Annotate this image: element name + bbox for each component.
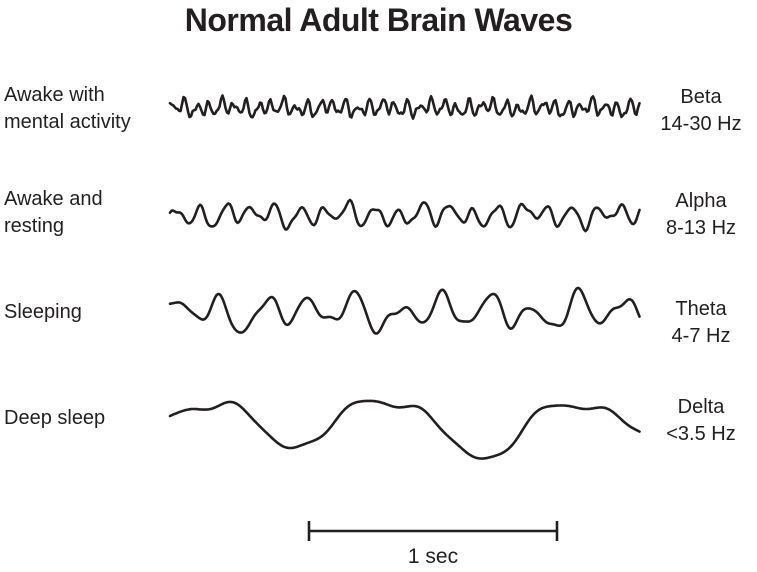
band-range-delta: <3.5 Hz [666,423,736,445]
diagram-title: Normal Adult Brain Waves [184,2,573,38]
band-label-beta: Beta 14-30 Hz [648,84,754,138]
state-label-awake-mental-activity: Awake with mental activity [4,84,131,133]
beta-wave-trace [168,94,641,120]
state-label-deep-sleep: Deep sleep [4,407,106,429]
state-label-sleeping: Sleeping [4,301,82,323]
band-range-theta: 4-7 Hz [671,325,731,347]
band-label-alpha: Alpha 8-13 Hz [648,188,754,242]
delta-wave-trace [168,399,641,460]
band-label-delta: Delta <3.5 Hz [648,394,754,448]
band-range-alpha: 8-13 Hz [665,217,737,239]
band-name-alpha: Alpha [675,190,727,212]
alpha-wave-trace [168,198,641,233]
band-label-theta: Theta 4-7 Hz [648,296,754,350]
scale-bar-label: 1 sec [407,545,459,568]
band-name-delta: Delta [677,396,725,418]
band-range-beta: 14-30 Hz [660,113,742,135]
band-name-theta: Theta [675,298,727,320]
band-name-beta: Beta [680,86,722,108]
state-label-awake-resting: Awake and resting [4,188,103,237]
scale-bar [307,521,559,541]
theta-wave-trace [168,286,641,335]
